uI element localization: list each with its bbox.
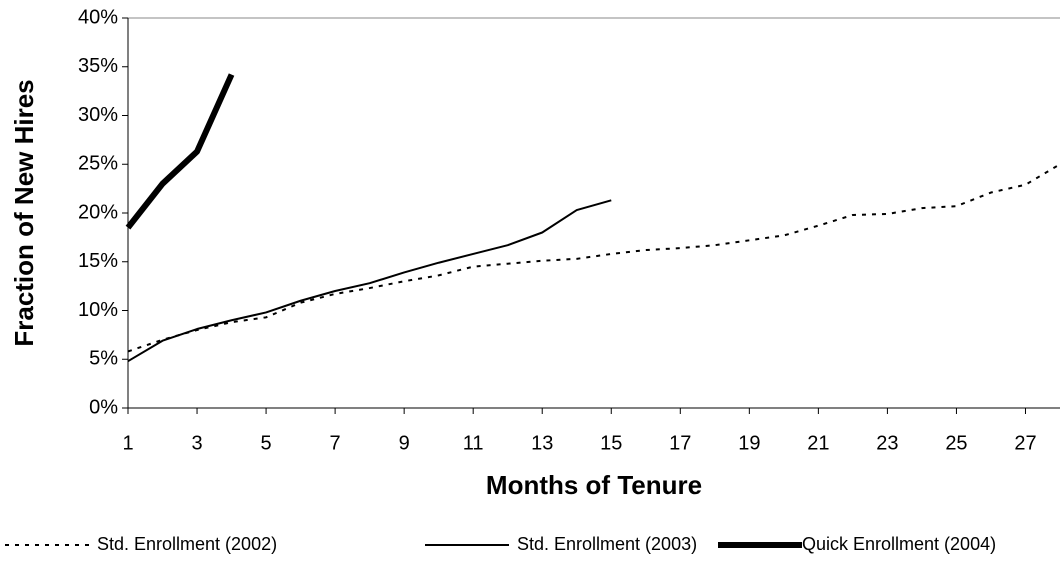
x-tick-label: 7 [330, 432, 341, 454]
x-tick-label: 27 [1014, 432, 1036, 454]
legend-text: Std. Enrollment (2003) [517, 534, 697, 554]
y-tick-label: 40% [78, 6, 118, 28]
y-tick-label: 25% [78, 153, 118, 175]
x-tick-label: 15 [600, 432, 622, 454]
legend-text: Std. Enrollment (2002) [97, 534, 277, 554]
y-tick-label: 15% [78, 250, 118, 272]
y-tick-label: 20% [78, 201, 118, 223]
y-tick-label: 30% [78, 104, 118, 126]
x-tick-label: 13 [531, 432, 553, 454]
x-tick-label: 21 [807, 432, 829, 454]
x-tick-label: 1 [122, 432, 133, 454]
y-axis-title: Fraction of New Hires [9, 79, 39, 346]
series-line [127, 199, 612, 363]
x-tick-label: 17 [669, 432, 691, 454]
x-tick-label: 25 [945, 432, 967, 454]
y-tick-label: 35% [78, 55, 118, 77]
x-tick-label: 5 [261, 432, 272, 454]
x-tick-label: 11 [463, 432, 484, 454]
series-line [127, 163, 1060, 353]
y-tick-label: 10% [78, 299, 118, 321]
series-line [125, 73, 235, 230]
legend-text: Quick Enrollment (2004) [802, 534, 996, 554]
x-tick-label: 19 [738, 432, 760, 454]
x-tick-label: 9 [399, 432, 410, 454]
y-tick-label: 5% [89, 348, 118, 370]
y-tick-label: 0% [89, 396, 118, 418]
x-axis-title: Months of Tenure [486, 470, 702, 500]
x-tick-label: 23 [876, 432, 898, 454]
x-tick-label: 3 [191, 432, 202, 454]
